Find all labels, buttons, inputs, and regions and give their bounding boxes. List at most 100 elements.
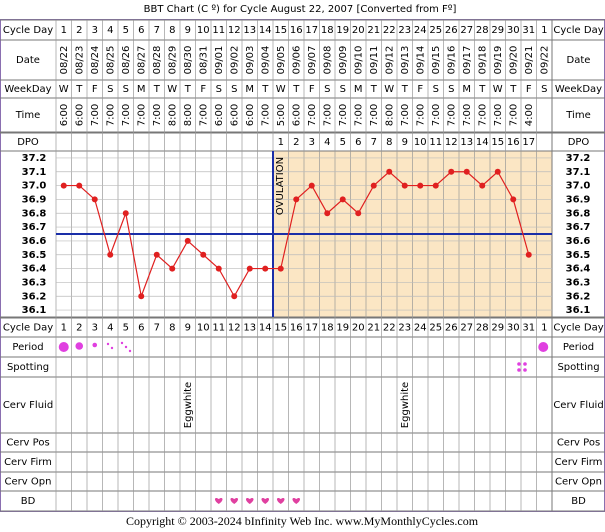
cycle-day: 1	[541, 323, 547, 334]
y-tick-label: 37.0	[22, 181, 47, 192]
date: 09/19	[493, 46, 504, 75]
cycle-day: 19	[336, 323, 349, 334]
y-tick-label: 36.8	[566, 208, 591, 219]
weekday: S	[107, 84, 113, 95]
cycle-day: 8	[169, 323, 175, 334]
temp-point	[153, 251, 160, 258]
time: 6:00	[74, 104, 85, 126]
row-label: WeekDay	[555, 84, 602, 95]
date: 09/16	[446, 46, 457, 75]
cycle-day: 18	[321, 25, 334, 36]
cycle-day: 12	[228, 25, 241, 36]
cycle-day: 31	[522, 25, 535, 36]
y-tick-label: 37.1	[22, 167, 47, 178]
row-label: Time	[565, 110, 590, 121]
date: 09/21	[524, 46, 535, 75]
y-tick-label: 36.7	[22, 222, 47, 233]
time: 6:00	[229, 104, 240, 126]
row-label: DPO	[17, 137, 39, 148]
date: 08/29	[167, 46, 178, 75]
footer: Copyright © 2003-2024 bInfinity Web Inc.…	[126, 514, 479, 528]
cycle-day: 14	[259, 323, 272, 334]
row-label: DPO	[568, 137, 590, 148]
row-label: BD	[571, 496, 586, 507]
temp-point	[91, 196, 98, 203]
row-label: Period	[12, 342, 43, 353]
cycle-day: 5	[123, 25, 129, 36]
cycle-day: 16	[290, 323, 303, 334]
weekday: F	[92, 84, 98, 95]
cycle-day: 17	[305, 323, 318, 334]
dpo: 13	[460, 137, 473, 148]
cycle-day: 3	[92, 25, 98, 36]
weekday: M	[245, 84, 254, 95]
weekday: M	[462, 84, 471, 95]
temp-point	[308, 182, 315, 189]
time: 7:00	[152, 104, 163, 126]
cycle-day: 24	[414, 25, 427, 36]
dpo: 1	[278, 137, 284, 148]
temp-point	[277, 265, 284, 272]
cycle-day: 21	[367, 323, 380, 334]
dpo: 5	[340, 137, 346, 148]
time: 7:00	[353, 104, 364, 126]
title: BBT Chart (C º) for Cycle August 22, 200…	[144, 4, 457, 15]
cycle-day: 3	[92, 323, 98, 334]
cycle-day: 7	[154, 323, 160, 334]
date: 09/09	[338, 46, 349, 75]
y-tick-label: 36.4	[22, 264, 47, 275]
temp-point	[138, 293, 145, 300]
temp-point	[231, 293, 238, 300]
y-tick-label: 36.6	[566, 236, 591, 247]
cycle-day: 20	[352, 323, 365, 334]
time: 7:00	[415, 104, 426, 126]
dpo: 15	[491, 137, 504, 148]
period-icon	[128, 349, 132, 353]
cycle-day: 5	[123, 323, 129, 334]
time: 6:00	[214, 104, 225, 126]
y-tick-label: 36.5	[566, 250, 591, 261]
row-label: Cerv Opn	[555, 477, 602, 488]
period-icon	[92, 342, 98, 348]
cycle-day: 19	[336, 25, 349, 36]
date: 09/11	[369, 46, 380, 75]
date: 09/07	[307, 46, 318, 75]
weekday: W	[493, 84, 503, 95]
time: 7:00	[307, 104, 318, 126]
cycle-day: 28	[476, 323, 489, 334]
dpo: 2	[293, 137, 299, 148]
cycle-day: 31	[522, 323, 535, 334]
row-label: Cerv Firm	[555, 457, 603, 468]
period-icon	[75, 342, 84, 350]
time: 7:00	[508, 104, 519, 126]
temp-point	[448, 168, 455, 175]
date: 09/20	[508, 46, 519, 75]
date: 08/26	[121, 46, 132, 75]
cycle-day: 15	[274, 25, 287, 36]
y-tick-label: 37.2	[566, 153, 591, 164]
time: 6:00	[291, 104, 302, 126]
cerv-fluid: Eggwhite	[400, 382, 411, 428]
time: 7:00	[400, 104, 411, 126]
y-tick-label: 36.7	[566, 222, 591, 233]
row-label: Cerv Pos	[557, 438, 600, 449]
temp-point	[262, 265, 269, 272]
cycle-day: 23	[398, 25, 411, 36]
date: 09/04	[260, 46, 271, 75]
date: 08/28	[152, 46, 163, 75]
date: 09/12	[384, 46, 395, 75]
period-icon	[124, 345, 128, 349]
date: 09/10	[353, 46, 364, 75]
period-icon	[106, 342, 110, 346]
time: 5:00	[276, 104, 287, 126]
dpo: 7	[371, 137, 377, 148]
date: 08/27	[136, 46, 147, 75]
date: 09/17	[462, 46, 473, 75]
cycle-day: 2	[76, 25, 82, 36]
y-tick-label: 36.5	[22, 250, 47, 261]
cycle-day: 26	[445, 25, 458, 36]
row-label: Date	[16, 55, 40, 66]
temp-point	[479, 182, 486, 189]
cycle-day: 14	[259, 25, 272, 36]
